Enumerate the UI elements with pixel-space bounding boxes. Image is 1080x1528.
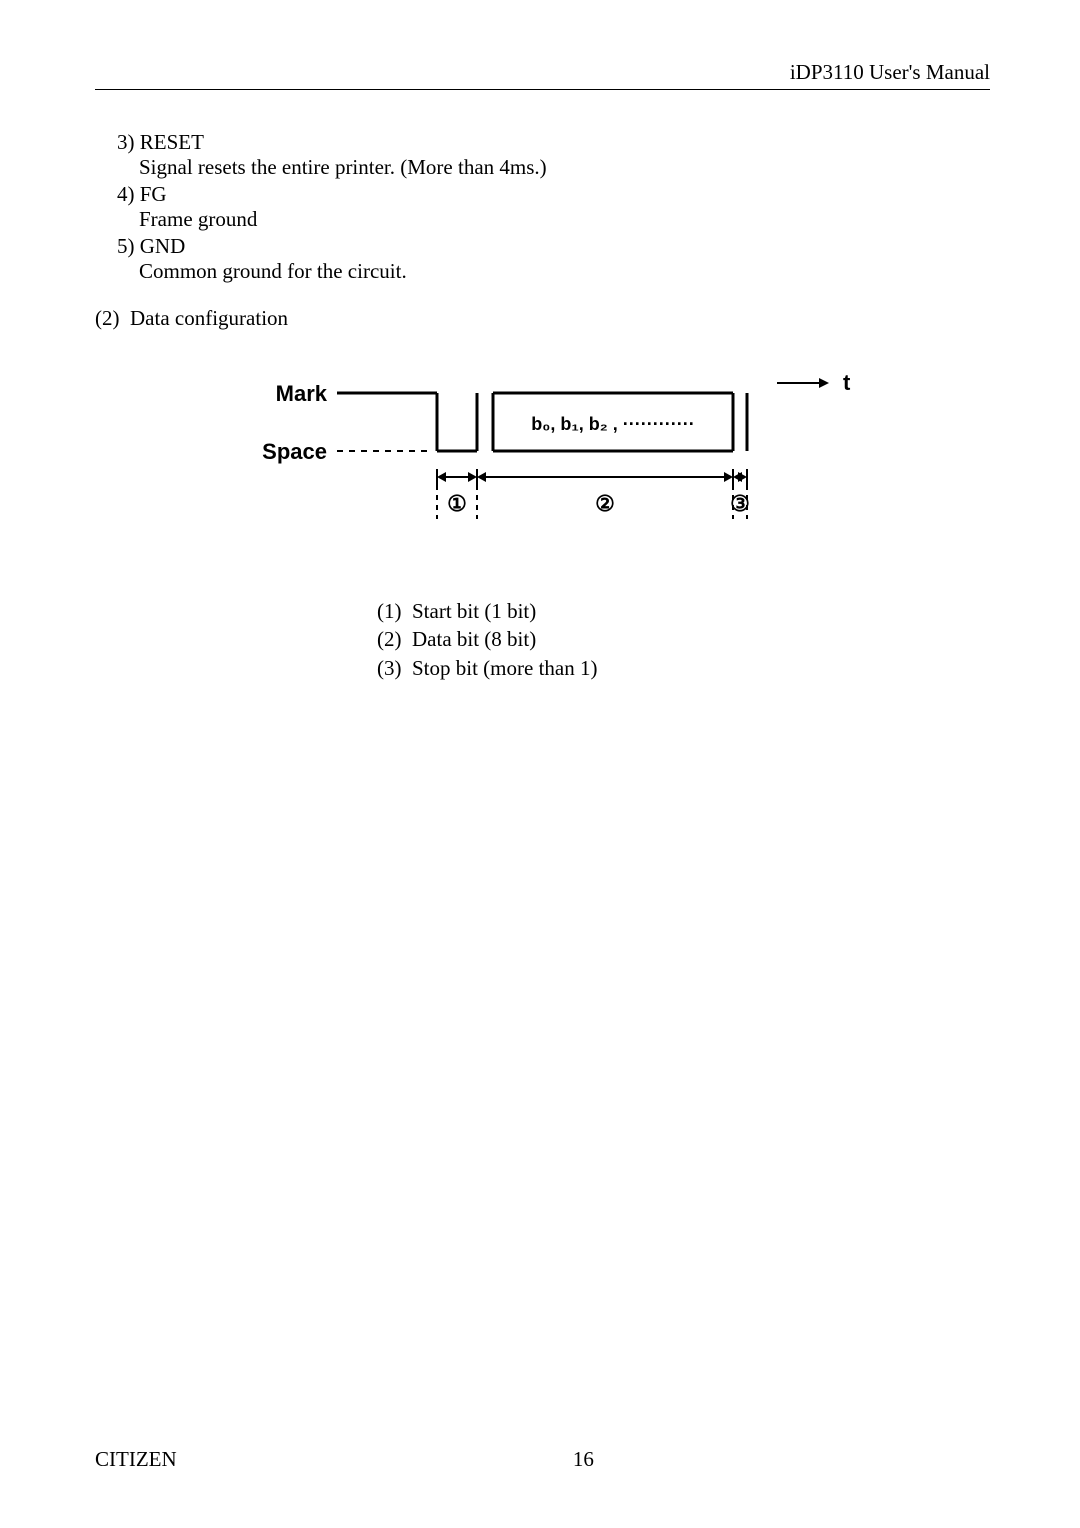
legend-item: (2) Data bit (8 bit) — [377, 625, 990, 653]
signal-heading: 4) FG — [117, 182, 990, 207]
svg-text:Mark: Mark — [276, 381, 328, 406]
section-title: Data configuration — [130, 306, 288, 330]
legend-item: (3) Stop bit (more than 1) — [377, 654, 990, 682]
legend-item: (1) Start bit (1 bit) — [377, 597, 990, 625]
svg-text:①: ① — [447, 491, 467, 516]
signal-num: 4) — [117, 182, 135, 206]
signal-num: 5) — [117, 234, 135, 258]
content: 3) RESET Signal resets the entire printe… — [95, 130, 990, 682]
signal-name: RESET — [140, 130, 204, 154]
signal-num: 3) — [117, 130, 135, 154]
legend-num: (2) — [377, 627, 402, 651]
svg-text:②: ② — [595, 491, 615, 516]
svg-text:Space: Space — [262, 439, 327, 464]
signal-desc: Common ground for the circuit. — [117, 259, 990, 284]
svg-text:t: t — [843, 370, 851, 395]
signal-desc: Frame ground — [117, 207, 990, 232]
page-footer: CITIZEN 16 — [95, 1447, 990, 1472]
signal-item: 4) FG Frame ground — [117, 182, 990, 232]
legend-text: Data bit (8 bit) — [412, 627, 536, 651]
signal-name: FG — [140, 182, 167, 206]
legend-num: (3) — [377, 656, 402, 680]
footer-page-number: 16 — [95, 1447, 990, 1472]
section-heading: (2) Data configuration — [95, 306, 990, 331]
page-header: iDP3110 User's Manual — [95, 60, 990, 90]
legend-text: Stop bit (more than 1) — [412, 656, 597, 680]
svg-text:b₀, b₁, b₂ , ············: b₀, b₁, b₂ , ············ — [531, 414, 694, 434]
timing-diagram: Mark Space b₀, b₁, b₂ , ············ ① ② ③ t — [237, 357, 990, 557]
signal-name: GND — [140, 234, 186, 258]
section-num: (2) — [95, 306, 120, 330]
signal-item: 3) RESET Signal resets the entire printe… — [117, 130, 990, 180]
legend-num: (1) — [377, 599, 402, 623]
signal-item: 5) GND Common ground for the circuit. — [117, 234, 990, 284]
signal-desc: Signal resets the entire printer. (More … — [117, 155, 990, 180]
header-title: iDP3110 User's Manual — [790, 60, 990, 84]
timing-diagram-svg: Mark Space b₀, b₁, b₂ , ············ ① ② ③ t — [237, 357, 857, 557]
page: iDP3110 User's Manual 3) RESET Signal re… — [0, 0, 1080, 1528]
signal-heading: 5) GND — [117, 234, 990, 259]
footer-brand: CITIZEN — [95, 1447, 177, 1472]
signal-heading: 3) RESET — [117, 130, 990, 155]
svg-text:③: ③ — [730, 491, 750, 516]
diagram-legend: (1) Start bit (1 bit) (2) Data bit (8 bi… — [377, 597, 990, 682]
legend-text: Start bit (1 bit) — [412, 599, 536, 623]
